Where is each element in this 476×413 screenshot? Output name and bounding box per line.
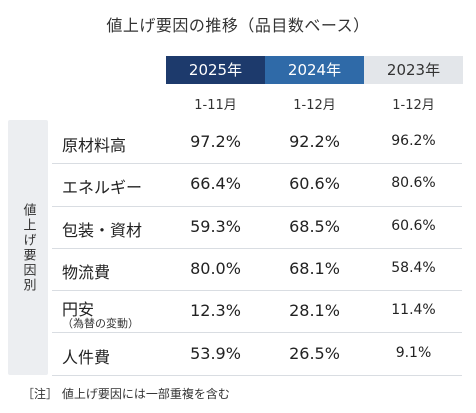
row-sublabel: （為替の変動） (62, 317, 139, 331)
side-label: 値上げ要因別 (20, 202, 36, 293)
row-label: エネルギー (62, 178, 143, 198)
row-label: 物流費 (62, 262, 111, 282)
cell-value: 60.6% (289, 174, 340, 194)
cell-value: 80.6% (391, 175, 436, 192)
cell-value: 68.1% (289, 258, 340, 278)
cell-value: 11.4% (391, 302, 436, 319)
row-label: 円安 (62, 300, 95, 320)
cell-value: 66.4% (190, 174, 241, 194)
cell-value: 80.0% (190, 258, 241, 278)
side-label-panel: 値上げ要因別 (8, 120, 48, 375)
cell-value: 53.9% (190, 343, 241, 363)
cell-value: 58.4% (391, 259, 436, 276)
row-label: 原材料高 (62, 136, 127, 155)
header-year-2023: 2023年 (364, 56, 463, 84)
cell-value: 96.2% (391, 133, 436, 149)
header-year-2024: 2024年 (265, 56, 364, 84)
table-row: 包装・資材 59.3% 68.5% 60.6% (52, 206, 462, 249)
table-row: エネルギー 66.4% 60.6% 80.6% (52, 163, 462, 207)
header-year-2025: 2025年 (166, 56, 265, 84)
cell-value: 97.2% (190, 132, 241, 151)
table-row: 物流費 80.0% 68.1% 58.4% (52, 248, 462, 292)
chart-title: 値上げ要因の推移（品目数ベース） (106, 16, 370, 35)
cell-value: 92.2% (289, 132, 340, 151)
row-label: 包装・資材 (62, 220, 143, 240)
cell-value: 60.6% (391, 217, 436, 234)
row-label: 人件費 (62, 347, 111, 367)
cell-value: 9.1% (395, 344, 432, 361)
table-row: 円安 （為替の変動） 12.3% 28.1% 11.4% (52, 290, 462, 334)
cell-value: 26.5% (289, 343, 340, 363)
cell-value: 28.1% (289, 301, 340, 321)
header-period-2025: 1-11月 (194, 98, 237, 113)
cell-value: 59.3% (190, 216, 241, 236)
cell-value: 68.5% (289, 216, 340, 236)
header-period-2024: 1-12月 (293, 98, 336, 113)
table-row: 人件費 53.9% 26.5% 9.1% (52, 333, 462, 376)
table-row: 原材料高 97.2% 92.2% 96.2% (52, 121, 462, 165)
header-period-2023: 1-12月 (392, 98, 435, 113)
footnote: ［注］ 値上げ要因には一部重複を含む (22, 387, 230, 401)
cell-value: 12.3% (190, 301, 241, 321)
